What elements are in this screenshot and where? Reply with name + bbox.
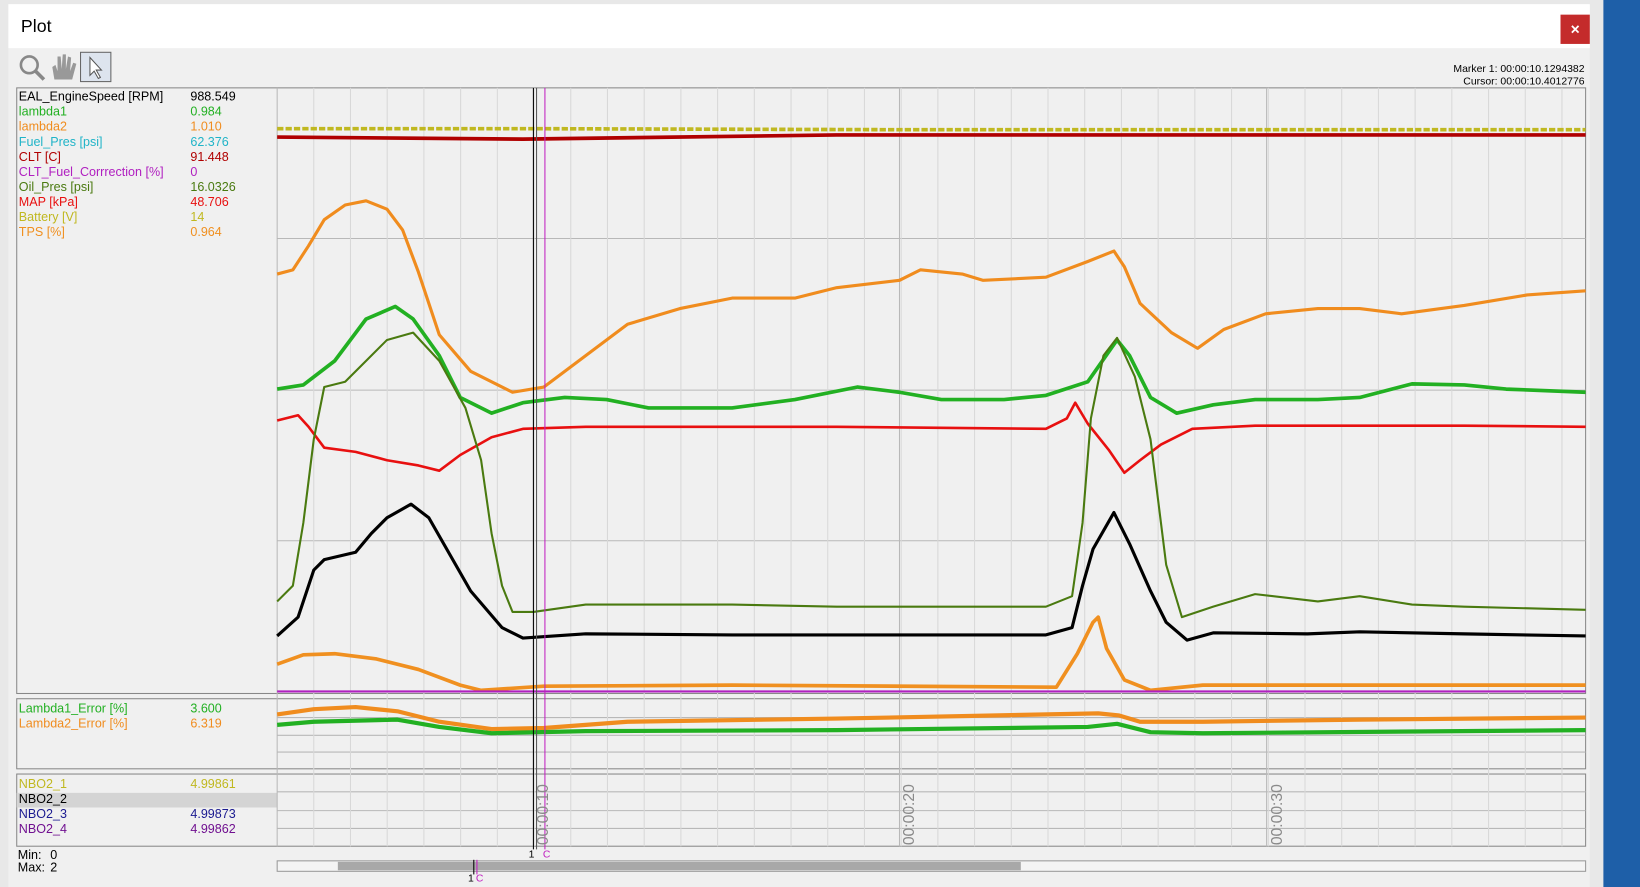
cursor-time: Cursor: 00:00:10.4012776 (1463, 76, 1584, 87)
trace-engine-speed (276, 502, 1586, 642)
channel-value: 91.448 (190, 150, 228, 164)
trace-map (276, 401, 1586, 475)
channel-name: NBO2_3 (19, 807, 67, 821)
channel-name: Battery [V] (19, 210, 78, 224)
trace-battery (277, 126, 1586, 132)
channel-name: EAL_EngineSpeed [RPM] (19, 90, 163, 104)
trace-lambda1-error (276, 717, 1586, 736)
marker-time: Marker 1: 00:00:10.1294382 (1453, 64, 1584, 75)
close-icon[interactable]: × (1571, 21, 1580, 38)
channel-value: 4.99862 (190, 822, 235, 836)
min-label: Min: (18, 848, 42, 862)
channel-value: 1.010 (190, 120, 221, 134)
channel-name: CLT [C] (19, 150, 61, 164)
close-button[interactable] (1560, 14, 1590, 44)
channel-name: lambda2 (19, 120, 67, 134)
channel-name: Fuel_Pres [psi] (19, 135, 103, 149)
max-value: 2 (50, 860, 57, 874)
time-label: 00:00:10 (535, 784, 552, 845)
channel-name: CLT_Fuel_Corrrection [%] (19, 165, 164, 179)
channel-value: 16.0326 (190, 180, 235, 194)
channel-value: 0.964 (190, 225, 221, 239)
channel-name: NBO2_2 (19, 792, 67, 806)
side-strip (1603, 0, 1640, 887)
selected-row (16, 792, 278, 808)
channel-name: MAP [kPa] (19, 195, 78, 209)
channel-value: 62.376 (190, 135, 228, 149)
time-label: 00:00:20 (901, 784, 918, 845)
channel-value: 0.984 (190, 105, 221, 119)
channel-name: NBO2_1 (19, 777, 67, 791)
overview-cursor-tag: C (476, 873, 484, 884)
channel-value: 48.706 (190, 195, 228, 209)
min-value: 0 (50, 848, 57, 862)
channel-name: Lambda2_Error [%] (19, 717, 128, 731)
trace-lambda2 (276, 199, 1586, 394)
trace-clt (277, 133, 1586, 141)
max-label: Max: (18, 860, 45, 874)
pan-tool[interactable] (52, 54, 77, 80)
channel-name: TPS [%] (19, 225, 65, 239)
cursors (532, 87, 546, 850)
pointer-icon (89, 56, 103, 80)
channel-value: 3.600 (190, 701, 221, 715)
trace-oil-pres (276, 331, 1586, 619)
window-title: Plot (21, 16, 52, 36)
toolbar (19, 51, 112, 83)
scroll-thumb[interactable] (337, 861, 1021, 871)
title-bar (8, 4, 1590, 49)
trace-lambda2-error (276, 704, 1586, 732)
channel-value: 6.319 (190, 717, 221, 731)
channel-value: 14 (190, 210, 204, 224)
channel-name: Lambda1_Error [%] (19, 701, 128, 715)
cursor-tag: C (543, 849, 551, 860)
overview-marker-tag: 1 (468, 873, 474, 884)
traces-main (276, 126, 1586, 736)
channel-name: Oil_Pres [psi] (19, 180, 94, 194)
channel-value: 988.549 (190, 90, 235, 104)
channel-value: 0 (190, 165, 197, 179)
channel-name: NBO2_4 (19, 822, 67, 836)
time-label: 00:00:30 (1269, 784, 1286, 845)
marker-tag: 1 (529, 849, 535, 860)
channel-value: 4.99861 (190, 777, 235, 791)
trace-tps (276, 615, 1586, 693)
zoom-tool[interactable] (19, 55, 46, 81)
channel-value: 4.99873 (190, 807, 235, 821)
channel-name: lambda1 (19, 105, 67, 119)
trace-lambda1 (276, 304, 1586, 415)
